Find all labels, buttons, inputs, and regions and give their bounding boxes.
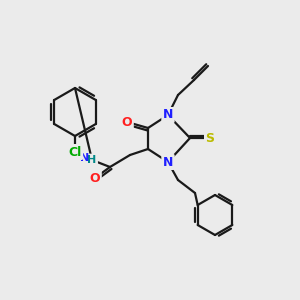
Text: S: S	[206, 131, 214, 145]
Text: H: H	[87, 155, 97, 165]
Text: N: N	[163, 109, 173, 122]
Text: Cl: Cl	[68, 146, 82, 158]
Text: O: O	[122, 116, 132, 128]
Text: N: N	[80, 153, 90, 163]
Text: N: N	[163, 155, 173, 169]
Text: O: O	[90, 172, 100, 184]
